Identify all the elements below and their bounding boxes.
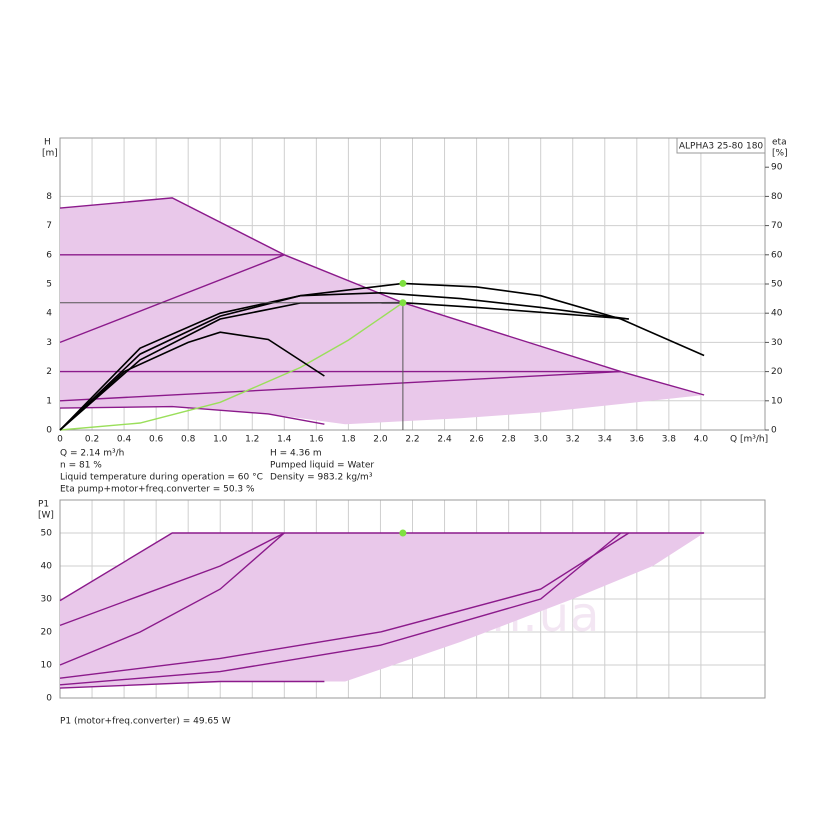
- x-tick-label: 1.6: [309, 435, 324, 445]
- y-tick-label: 8: [46, 192, 52, 202]
- duty-point: [399, 299, 407, 307]
- y2-tick-label: 0: [771, 426, 777, 436]
- curve: [59, 680, 325, 689]
- x-tick-label: 1.8: [341, 435, 356, 445]
- y-tick-label: 7: [46, 221, 52, 231]
- curve: [59, 532, 622, 686]
- x-tick-label: 1.4: [277, 435, 292, 445]
- x-tick-label: 2.0: [373, 435, 388, 445]
- info-text: n = 81 %: [60, 461, 102, 471]
- y-tick-label: 20: [41, 628, 53, 638]
- title-box: [676, 137, 766, 154]
- y2-tick-label: 50: [771, 280, 783, 290]
- x-tick-label: 0.8: [181, 435, 196, 445]
- curve: [59, 532, 705, 602]
- info-text: Q = 2.14 m³/h: [60, 449, 124, 459]
- x-tick-label: 2.8: [501, 435, 516, 445]
- info-text: P1 (motor+freq.converter) = 49.65 W: [60, 717, 231, 727]
- x-tick-label: 0: [57, 435, 63, 445]
- y2-axis-unit: [%]: [772, 149, 788, 159]
- y2-axis-label: eta: [772, 138, 787, 148]
- y-tick-label: 2: [46, 367, 52, 377]
- info-text: Liquid temperature during operation = 60…: [60, 473, 263, 483]
- duty-point: [399, 529, 407, 537]
- x-tick-label: 3.2: [566, 435, 580, 445]
- y2-tick-label: 20: [771, 367, 783, 377]
- curve: [59, 254, 285, 344]
- curve: [59, 197, 705, 396]
- y-tick-label: 1: [46, 396, 52, 406]
- y-tick-label: 6: [46, 250, 52, 260]
- x-tick-label: 2.6: [469, 435, 484, 445]
- x-tick-label: 0.6: [149, 435, 164, 445]
- y-tick-label: 4: [46, 309, 52, 319]
- x-tick-label: 2.2: [405, 435, 419, 445]
- y-axis-label: H: [44, 138, 51, 148]
- curve: [59, 291, 629, 431]
- x-tick-label: 3.8: [662, 435, 677, 445]
- curve: [59, 532, 285, 666]
- info-text: Eta pump+motor+freq.converter = 50.3 %: [60, 485, 255, 495]
- x-tick-label: 3.0: [534, 435, 549, 445]
- x-tick-label: 2.4: [437, 435, 452, 445]
- curve: [59, 331, 325, 431]
- y-tick-label: 0: [46, 426, 52, 436]
- y-tick-label: 3: [46, 338, 52, 348]
- x-tick-label: 4.0: [694, 435, 709, 445]
- info-text: Pumped liquid = Water: [270, 461, 374, 471]
- curve: [59, 405, 325, 425]
- x-tick-label: 0.2: [85, 435, 99, 445]
- y-tick-label: 5: [46, 280, 52, 290]
- y-tick-label: 30: [41, 595, 53, 605]
- curve: [59, 532, 630, 679]
- operating-area: [60, 533, 705, 689]
- y-tick-label: 10: [41, 661, 53, 671]
- y2-tick-label: 80: [771, 192, 783, 202]
- y-axis-label: P1: [38, 500, 49, 510]
- x-tick-label: 0.4: [117, 435, 132, 445]
- y2-tick-label: 10: [771, 396, 783, 406]
- y-tick-label: 40: [41, 562, 53, 572]
- y2-tick-label: 60: [771, 250, 783, 260]
- y2-tick-label: 70: [771, 221, 783, 231]
- y2-tick-label: 30: [771, 338, 783, 348]
- plot-frame: [59, 499, 766, 699]
- x-tick-label: 1.0: [213, 435, 228, 445]
- info-text: Density = 983.2 kg/m³: [270, 473, 373, 483]
- duty-point: [399, 279, 407, 287]
- curve: [59, 370, 621, 402]
- y-tick-label: 50: [41, 529, 53, 539]
- info-text: H = 4.36 m: [270, 449, 322, 459]
- x-tick-label: 1.2: [245, 435, 259, 445]
- curve: [59, 532, 285, 627]
- x-axis-label: Q [m³/h]: [730, 435, 768, 445]
- curve: [59, 302, 404, 431]
- y2-tick-label: 40: [771, 309, 783, 319]
- x-tick-label: 3.4: [598, 435, 613, 445]
- y2-tick-label: 90: [771, 163, 783, 173]
- x-tick-label: 3.6: [630, 435, 645, 445]
- chart-title: ALPHA3 25-80 180: [679, 142, 764, 152]
- y-axis-unit: [m]: [42, 149, 58, 159]
- y-tick-label: 0: [46, 694, 52, 704]
- y-axis-unit: [W]: [38, 511, 54, 521]
